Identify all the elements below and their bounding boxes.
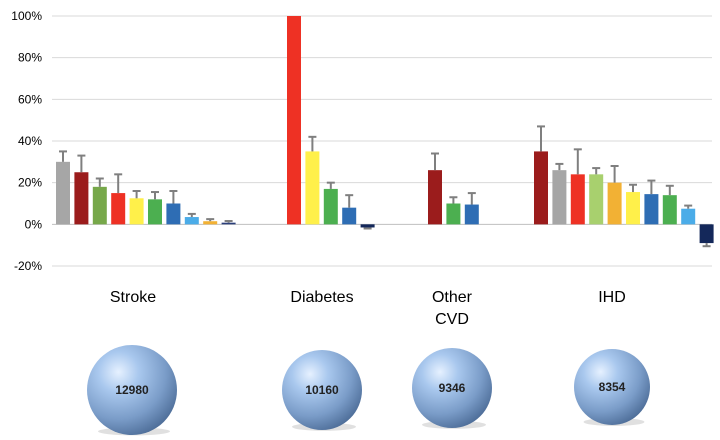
sample-size-bubble: 12980 bbox=[87, 345, 177, 436]
bar bbox=[464, 204, 479, 225]
category-label: Diabetes bbox=[290, 289, 353, 306]
bar bbox=[342, 207, 357, 225]
bar bbox=[607, 182, 622, 225]
bar bbox=[570, 174, 585, 225]
sample-size-bubble: 8354 bbox=[574, 349, 650, 426]
bar bbox=[446, 203, 461, 225]
bar bbox=[166, 203, 181, 225]
y-tick-label: 40% bbox=[18, 134, 42, 148]
category-labels: Stroke Diabetes Other CVD IHD bbox=[110, 289, 626, 328]
bubble-value: 9346 bbox=[439, 381, 466, 395]
bar bbox=[589, 174, 604, 225]
bubble-value: 12980 bbox=[115, 383, 149, 397]
bar bbox=[56, 161, 70, 225]
category-label: Stroke bbox=[110, 289, 156, 306]
bar bbox=[287, 16, 301, 225]
gridlines bbox=[52, 15, 712, 267]
bar-group bbox=[534, 125, 714, 248]
y-tick-label: 0% bbox=[25, 217, 43, 231]
bar bbox=[428, 170, 442, 225]
bubble-value: 8354 bbox=[599, 380, 626, 394]
bar bbox=[111, 193, 126, 225]
sample-size-bubble: 9346 bbox=[412, 348, 492, 429]
sphere bbox=[87, 345, 177, 435]
bar bbox=[221, 222, 236, 225]
category-label: CVD bbox=[435, 311, 469, 328]
bar bbox=[323, 188, 338, 225]
bar bbox=[184, 217, 199, 225]
category-label: Other bbox=[432, 289, 473, 306]
bar bbox=[681, 208, 696, 225]
bar bbox=[305, 151, 320, 225]
bar bbox=[699, 224, 714, 244]
bar bbox=[626, 192, 640, 225]
bar bbox=[129, 198, 144, 225]
bar-group bbox=[428, 152, 479, 225]
y-tick-label: -20% bbox=[14, 259, 42, 273]
y-tick-label: 100% bbox=[11, 9, 42, 23]
y-tick-label: 60% bbox=[18, 92, 42, 106]
bar bbox=[92, 186, 107, 225]
bar bbox=[552, 170, 567, 225]
category-label: IHD bbox=[598, 289, 626, 306]
bar bbox=[662, 195, 677, 225]
sphere bbox=[282, 350, 362, 430]
sphere bbox=[574, 349, 650, 425]
bar-group bbox=[287, 16, 375, 230]
bar bbox=[203, 221, 218, 225]
bar-group bbox=[56, 150, 236, 225]
sphere bbox=[412, 348, 492, 428]
sample-size-bubble: 10160 bbox=[282, 350, 362, 431]
sample-size-bubbles: 12980 10160 9346 8354 bbox=[87, 345, 650, 436]
y-axis-tick-labels: -20% 0% 20% 40% 60% 80% 100% bbox=[11, 9, 42, 273]
y-tick-label: 80% bbox=[18, 51, 42, 65]
bar bbox=[534, 151, 548, 225]
bubble-value: 10160 bbox=[305, 383, 339, 397]
bar bbox=[148, 199, 162, 225]
bar bbox=[74, 172, 89, 225]
y-tick-label: 20% bbox=[18, 176, 42, 190]
bar bbox=[644, 194, 659, 225]
bar bbox=[360, 224, 375, 228]
bars bbox=[56, 16, 714, 248]
